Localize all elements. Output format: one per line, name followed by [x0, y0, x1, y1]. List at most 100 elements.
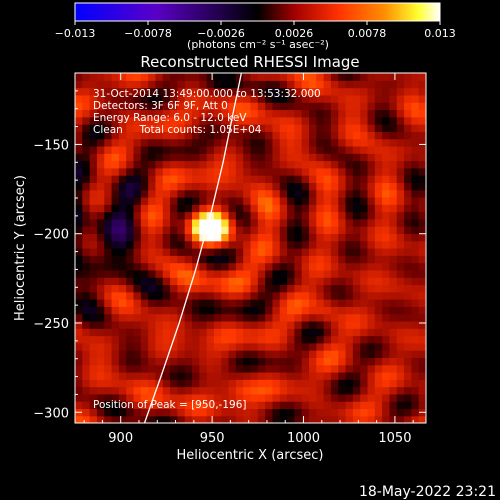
heatmap-cell [382, 393, 391, 402]
heatmap-cell [294, 160, 303, 169]
heatmap-cell [323, 248, 332, 256]
heatmap-cell [155, 401, 164, 410]
heatmap-cell [418, 393, 426, 402]
heatmap-cell [96, 160, 105, 169]
heatmap-cell [126, 233, 135, 242]
heatmap-cell [287, 102, 295, 111]
heatmap-cell [177, 320, 186, 329]
heatmap-cell [316, 415, 325, 423]
heatmap-cell [345, 233, 354, 242]
heatmap-cell [228, 328, 237, 337]
heatmap-cell [228, 226, 237, 235]
heatmap-cell [316, 408, 325, 417]
heatmap-cell [316, 211, 325, 220]
heatmap-cell [140, 116, 149, 125]
heatmap-cell [243, 269, 252, 278]
heatmap-cell [104, 189, 113, 198]
heatmap-cell [367, 167, 376, 176]
heatmap-cell [213, 189, 222, 198]
heatmap-cell [89, 393, 98, 402]
heatmap-cell [396, 328, 405, 337]
heatmap-cell [96, 350, 105, 358]
heatmap-cell [89, 350, 98, 358]
heatmap-cell [323, 306, 332, 315]
heatmap-cell [257, 153, 266, 162]
heatmap-cell [338, 109, 347, 118]
heatmap-cell [192, 291, 200, 300]
heatmap-cell [301, 393, 310, 402]
heatmap-cell [140, 364, 149, 373]
heatmap-cell [155, 306, 164, 315]
heatmap-cell [287, 284, 295, 293]
heatmap-cell [148, 328, 157, 337]
heatmap-cell [111, 386, 120, 395]
heatmap-cell [404, 299, 412, 307]
heatmap-cell [396, 182, 405, 191]
heatmap-cell [279, 299, 288, 307]
heatmap-cell [287, 167, 295, 176]
heatmap-cell [221, 182, 230, 191]
heatmap-cell [235, 415, 244, 423]
heatmap-cell [206, 386, 215, 395]
heatmap-cell [206, 160, 215, 169]
heatmap-cell [228, 284, 237, 293]
heatmap-cell [345, 386, 354, 395]
heatmap-cell [287, 262, 295, 271]
heatmap-cell [294, 167, 303, 176]
heatmap-cell [287, 379, 295, 388]
heatmap-cell [338, 102, 347, 111]
heatmap-cell [411, 269, 420, 278]
heatmap-cell [367, 401, 376, 410]
heatmap-cell [404, 153, 412, 162]
heatmap-cell [367, 357, 376, 366]
heatmap-cell [133, 80, 142, 89]
heatmap-cell [221, 313, 230, 322]
heatmap-cell [177, 269, 186, 278]
heatmap-cell [126, 80, 135, 89]
heatmap-cell [374, 262, 383, 271]
heatmap-cell [140, 262, 149, 271]
heatmap-cell [265, 408, 274, 417]
heatmap-cell [235, 371, 244, 380]
heatmap-cell [118, 364, 127, 373]
heatmap-cell [184, 269, 193, 278]
heatmap-cell [82, 196, 91, 205]
heatmap-cell [257, 393, 266, 402]
heatmap-cell [104, 226, 113, 235]
heatmap-cell [404, 328, 412, 337]
heatmap-cell [367, 189, 376, 198]
heatmap-cell [104, 379, 113, 388]
heatmap-cell [287, 320, 295, 329]
heatmap-cell [382, 218, 391, 227]
heatmap-cell [221, 196, 230, 205]
heatmap-cell [396, 408, 405, 417]
heatmap-cell [111, 248, 120, 256]
heatmap-cell [228, 386, 237, 395]
heatmap-cell [206, 138, 215, 147]
heatmap-cell [374, 167, 383, 176]
heatmap-cell [418, 306, 426, 315]
heatmap-cell [309, 182, 317, 191]
heatmap-cell [82, 386, 91, 395]
heatmap-cell [75, 196, 83, 205]
heatmap-cell [228, 262, 237, 271]
heatmap-cell [118, 94, 127, 103]
heatmap-cell [404, 204, 412, 213]
heatmap-cell [411, 320, 420, 329]
heatmap-cell [250, 255, 259, 264]
heatmap-cell [404, 262, 412, 271]
heatmap-cell [323, 357, 332, 366]
heatmap-cell [374, 211, 383, 220]
heatmap-cell [294, 80, 303, 89]
heatmap-cell [272, 153, 281, 162]
heatmap-cell [126, 175, 135, 183]
heatmap-cell [301, 102, 310, 111]
heatmap-cell [338, 320, 347, 329]
heatmap-cell [126, 357, 135, 366]
heatmap-cell [192, 401, 200, 410]
heatmap-cell [199, 255, 208, 264]
heatmap-cell [279, 328, 288, 337]
heatmap-cell [235, 124, 244, 132]
heatmap-cell [272, 145, 281, 154]
heatmap-cell [82, 226, 91, 235]
